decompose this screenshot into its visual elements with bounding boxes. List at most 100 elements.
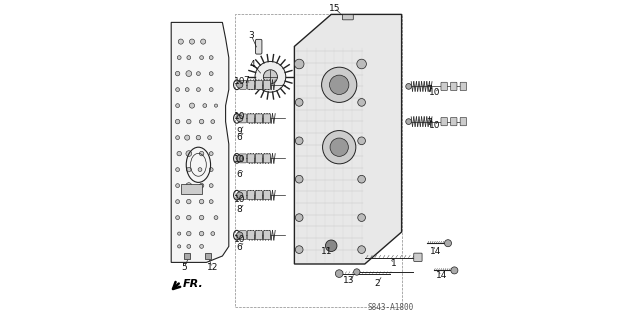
FancyBboxPatch shape: [248, 154, 255, 163]
FancyBboxPatch shape: [239, 154, 246, 163]
Circle shape: [187, 56, 191, 60]
Circle shape: [358, 175, 365, 183]
Text: 10: 10: [234, 235, 245, 244]
Circle shape: [358, 214, 365, 221]
Circle shape: [296, 214, 303, 221]
Circle shape: [187, 167, 191, 172]
Circle shape: [187, 231, 191, 236]
Circle shape: [175, 71, 180, 76]
Circle shape: [237, 82, 243, 88]
Circle shape: [175, 184, 179, 188]
Text: 8: 8: [237, 205, 242, 214]
Circle shape: [175, 119, 180, 124]
Text: 3: 3: [248, 31, 254, 40]
Circle shape: [326, 240, 337, 252]
Text: 2: 2: [375, 279, 380, 288]
Circle shape: [237, 155, 243, 162]
FancyBboxPatch shape: [239, 231, 246, 240]
FancyBboxPatch shape: [239, 80, 246, 89]
Circle shape: [209, 152, 213, 156]
Text: FR.: FR.: [183, 279, 204, 289]
Circle shape: [209, 168, 213, 172]
Circle shape: [209, 88, 213, 92]
Circle shape: [177, 56, 181, 60]
FancyBboxPatch shape: [255, 154, 262, 163]
Circle shape: [296, 99, 303, 106]
Circle shape: [200, 199, 204, 204]
FancyBboxPatch shape: [342, 15, 353, 20]
Circle shape: [445, 240, 452, 247]
Circle shape: [186, 71, 192, 76]
Text: 10: 10: [429, 88, 440, 97]
Circle shape: [209, 200, 213, 204]
Text: 14: 14: [436, 271, 447, 280]
FancyBboxPatch shape: [460, 82, 467, 91]
Circle shape: [358, 137, 365, 145]
Circle shape: [187, 215, 191, 220]
Circle shape: [323, 131, 356, 164]
Circle shape: [201, 39, 206, 44]
Bar: [205, 253, 211, 259]
FancyBboxPatch shape: [460, 117, 467, 126]
FancyBboxPatch shape: [414, 253, 422, 261]
Bar: [236, 14, 402, 307]
Circle shape: [200, 151, 204, 156]
Circle shape: [200, 119, 204, 124]
Circle shape: [178, 245, 180, 248]
Circle shape: [198, 168, 202, 172]
Circle shape: [196, 135, 201, 140]
Circle shape: [358, 246, 365, 253]
FancyBboxPatch shape: [255, 39, 262, 54]
Text: 5: 5: [181, 263, 187, 272]
Circle shape: [209, 56, 213, 60]
Circle shape: [196, 88, 200, 92]
Circle shape: [406, 84, 412, 89]
Circle shape: [200, 215, 204, 220]
Circle shape: [237, 232, 243, 238]
FancyBboxPatch shape: [264, 191, 270, 200]
Circle shape: [175, 104, 179, 108]
Circle shape: [175, 136, 179, 140]
FancyBboxPatch shape: [264, 231, 270, 240]
Text: 10: 10: [234, 112, 245, 121]
Circle shape: [186, 183, 192, 188]
Circle shape: [330, 138, 348, 156]
FancyBboxPatch shape: [239, 191, 246, 200]
Circle shape: [200, 183, 204, 188]
Circle shape: [178, 232, 180, 235]
Circle shape: [237, 192, 243, 198]
FancyBboxPatch shape: [451, 117, 457, 126]
Circle shape: [200, 231, 204, 236]
Circle shape: [175, 200, 179, 204]
Circle shape: [175, 168, 179, 172]
Text: 1: 1: [391, 260, 396, 268]
Circle shape: [296, 175, 303, 183]
Circle shape: [237, 115, 243, 122]
Circle shape: [203, 104, 207, 108]
Circle shape: [186, 88, 189, 92]
Text: 7: 7: [426, 85, 431, 94]
Text: 11: 11: [321, 247, 332, 256]
Circle shape: [189, 103, 195, 108]
Circle shape: [177, 151, 182, 156]
Circle shape: [209, 72, 213, 76]
FancyBboxPatch shape: [264, 154, 270, 163]
Circle shape: [189, 39, 195, 44]
Circle shape: [211, 232, 215, 236]
Text: 6: 6: [237, 170, 242, 179]
FancyBboxPatch shape: [255, 80, 262, 89]
Circle shape: [178, 39, 184, 44]
Polygon shape: [294, 14, 402, 264]
Circle shape: [264, 70, 278, 84]
Text: 9: 9: [237, 127, 242, 136]
Circle shape: [296, 137, 303, 145]
Text: 14: 14: [429, 247, 441, 256]
Circle shape: [451, 267, 458, 274]
Circle shape: [296, 246, 303, 253]
Text: 15: 15: [329, 4, 340, 12]
Circle shape: [175, 216, 179, 220]
Bar: [184, 253, 191, 259]
Circle shape: [330, 75, 349, 94]
Text: S843-A1800: S843-A1800: [367, 303, 413, 312]
Circle shape: [184, 135, 189, 140]
